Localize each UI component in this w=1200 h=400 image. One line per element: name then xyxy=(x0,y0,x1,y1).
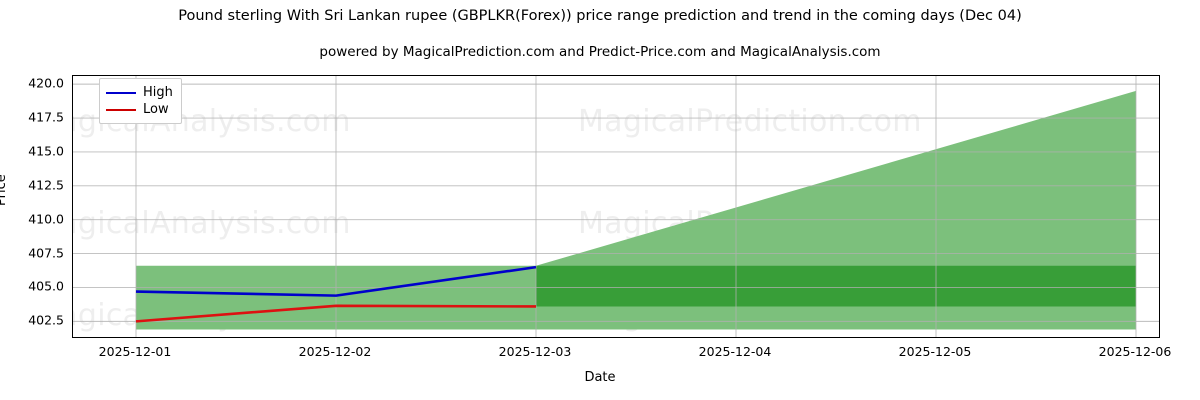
y-axis-tick: 420.0 xyxy=(28,75,64,91)
legend-label: High xyxy=(143,85,173,100)
chart-subtitle: powered by MagicalPrediction.com and Pre… xyxy=(319,44,881,60)
y-axis-tick: 417.5 xyxy=(28,109,64,125)
y-axis-tick: 410.0 xyxy=(28,211,64,227)
x-axis-tick: 2025-12-05 xyxy=(898,344,972,359)
legend-label: Low xyxy=(143,102,169,117)
legend-swatch-high-icon xyxy=(106,91,136,94)
legend-item-low[interactable]: Low xyxy=(106,101,173,118)
y-axis-tick: 407.5 xyxy=(28,245,64,261)
legend-item-high[interactable]: High xyxy=(106,84,173,101)
x-axis-tick: 2025-12-03 xyxy=(498,344,572,359)
chart-legend: High Low xyxy=(99,78,182,124)
x-axis-tick: 2025-12-04 xyxy=(698,344,772,359)
x-axis-tick: 2025-12-02 xyxy=(298,344,372,359)
plot-area: MagicalAnalysis.comMagicalPrediction.com… xyxy=(72,75,1160,338)
y-axis-tick: 402.5 xyxy=(28,312,64,328)
x-axis-tick: 2025-12-01 xyxy=(98,344,172,359)
y-axis-tick: 405.0 xyxy=(28,278,64,294)
series-line-low xyxy=(135,304,537,323)
series-line-high xyxy=(135,265,537,297)
projection-band-inner-projection-range xyxy=(536,265,1136,307)
chart-title: Pound sterling With Sri Lankan rupee (GB… xyxy=(178,8,1022,24)
plot-canvas xyxy=(73,76,1159,337)
y-axis-tick: 415.0 xyxy=(28,143,64,159)
legend-swatch-low-icon xyxy=(106,108,136,111)
y-axis-tick: 412.5 xyxy=(28,177,64,193)
x-axis-label: Date xyxy=(584,370,616,385)
x-axis-tick: 2025-12-06 xyxy=(1098,344,1172,359)
